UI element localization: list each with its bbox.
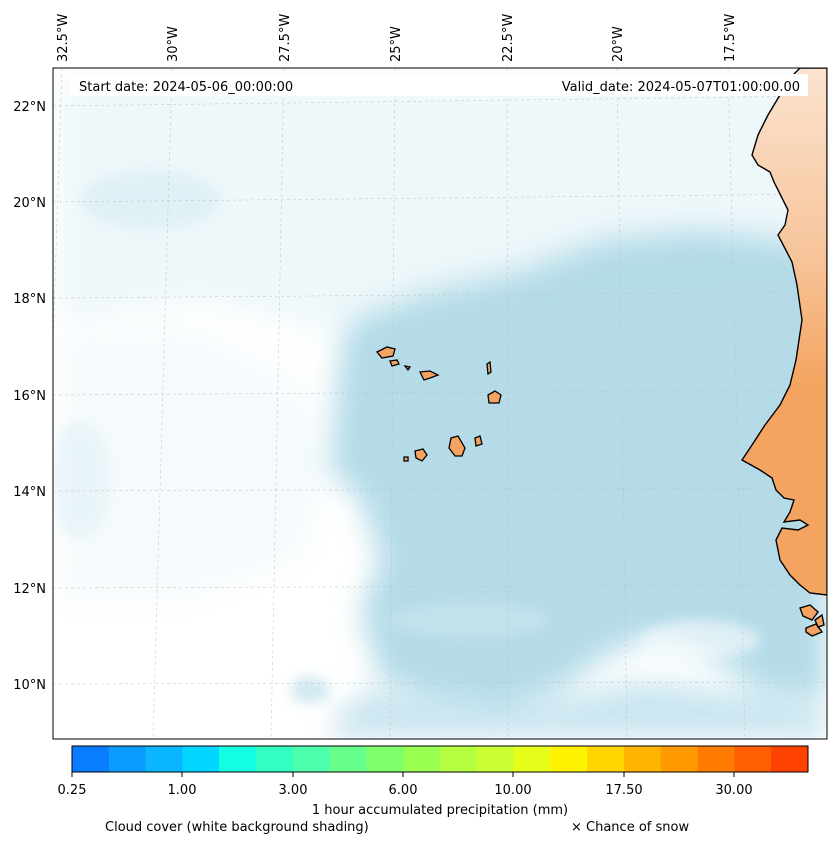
island-sal (486, 360, 492, 376)
colorbar-tick-label: 6.00 (389, 783, 418, 798)
colorbar-segment (292, 746, 331, 772)
colorbar-tick-labels: 0.25 1.00 3.00 6.00 10.00 17.50 30.00 (58, 783, 753, 798)
cloud-cover-shading (53, 80, 827, 739)
lon-label: 22.5°W (501, 14, 516, 62)
colorbar-segment (219, 746, 257, 772)
lon-label: 25°W (389, 26, 404, 62)
lon-label: 32.5°W (56, 14, 71, 62)
island-boa-vista (487, 390, 502, 404)
colorbar-tick-label: 3.00 (279, 783, 308, 798)
longitude-labels: 32.5°W 30°W 27.5°W 25°W 22.5°W 20°W 17.5… (56, 14, 738, 62)
lat-label: 14°N (13, 485, 46, 500)
colorbar-segment (513, 746, 551, 772)
lon-label: 27.5°W (278, 14, 293, 62)
colorbar-segment (72, 746, 110, 772)
colorbar-segment (660, 746, 699, 772)
colorbar-segment (145, 746, 183, 772)
colorbar-segment (440, 746, 478, 772)
island-maio (474, 435, 483, 447)
snow-legend: × Chance of snow (571, 820, 689, 835)
colorbar-segment (366, 746, 404, 772)
island-santiago (448, 435, 466, 457)
gridlines (53, 68, 827, 739)
colorbar-segment (329, 746, 367, 772)
colorbar-segment (403, 746, 441, 772)
header-box (70, 74, 808, 96)
colorbar-segment (256, 746, 294, 772)
colorbar-segment (182, 746, 220, 772)
lat-label: 18°N (13, 292, 46, 307)
colorbar-ticks (71, 772, 735, 777)
start-date-label: Start date: 2024-05-06_00:00:00 (79, 80, 293, 95)
colorbar-tick-label: 0.25 (58, 783, 87, 798)
cloud-cover-legend: Cloud cover (white background shading) (105, 820, 369, 835)
lat-label: 20°N (13, 196, 46, 211)
colorbar-tick-label: 17.50 (605, 783, 642, 798)
colorbar-segment (734, 746, 772, 772)
lat-label: 10°N (13, 678, 46, 693)
cape-verde-islands (375, 346, 502, 462)
colorbar-title: 1 hour accumulated precipitation (mm) (312, 803, 568, 818)
lat-label: 12°N (13, 582, 46, 597)
africa-landmass (740, 68, 827, 637)
lon-label: 20°W (611, 26, 626, 62)
island-sao-nicolau (418, 370, 440, 381)
island-brava (403, 456, 409, 462)
island-sao-vicente (389, 359, 400, 367)
colorbar-tick-label: 10.00 (494, 783, 531, 798)
map-border (52, 67, 828, 740)
colorbar-segment (587, 746, 625, 772)
colorbar-segment (476, 746, 515, 772)
island-santo-antao (375, 346, 396, 359)
valid-date-label: Valid_date: 2024-05-07T01:00:00.00 (562, 80, 800, 95)
colorbar-tick-label: 1.00 (168, 783, 197, 798)
colorbar-segment (697, 746, 735, 772)
colorbar-segment (624, 746, 662, 772)
lat-label: 22°N (13, 100, 46, 115)
colorbar-segment (771, 746, 809, 772)
map-panel: Start date: 2024-05-06_00:00:00 Valid_da… (53, 68, 827, 739)
lon-label: 17.5°W (723, 14, 738, 62)
colorbar-border (71, 745, 809, 773)
colorbar-segment (108, 746, 147, 772)
colorbar-segment (550, 746, 588, 772)
precipitation-colorbar (72, 746, 809, 772)
colorbar-tick-label: 30.00 (715, 783, 752, 798)
island-santa-luzia (403, 365, 412, 372)
latitude-labels: 22°N 20°N 18°N 16°N 14°N 12°N 10°N (13, 100, 46, 693)
island-fogo (414, 448, 428, 462)
lon-label: 30°W (166, 26, 181, 62)
lat-label: 16°N (13, 389, 46, 404)
